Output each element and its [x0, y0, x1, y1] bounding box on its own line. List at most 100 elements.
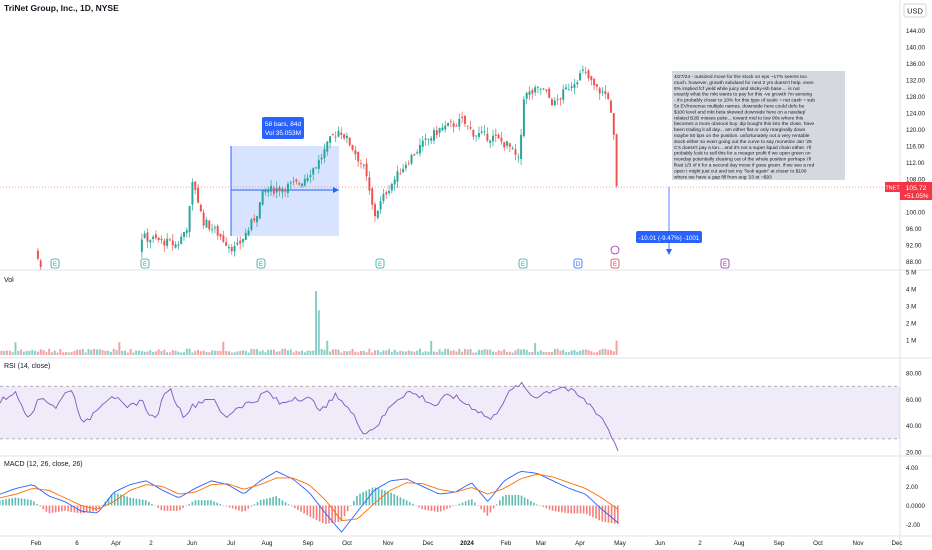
macd-histogram-bar [138, 499, 141, 506]
volume-bar [441, 351, 444, 355]
macd-histogram-bar [486, 505, 489, 516]
volume-bar [584, 349, 587, 355]
note-callout[interactable] [672, 71, 845, 180]
candle-body [163, 240, 166, 246]
macd-histogram-bar [498, 500, 501, 506]
macd-histogram-bar [328, 505, 330, 524]
macd-histogram-bar [238, 505, 240, 511]
candle-body [348, 137, 351, 146]
volume-bar [427, 351, 430, 355]
macd-histogram-bar [483, 505, 486, 513]
note-line: much. however, growth subdued for next 2… [674, 80, 814, 86]
volume-bar [227, 351, 230, 355]
earnings-marker-label: E [723, 262, 727, 268]
volume-bar [168, 352, 171, 355]
volume-bar [188, 348, 191, 355]
macd-histogram-bar [169, 505, 172, 511]
candle-body [323, 149, 326, 159]
volume-bar [371, 352, 374, 355]
note-line: 5x EV/revenue multiple names. downside h… [674, 104, 805, 110]
volume-bar [50, 352, 53, 355]
earnings-marker-icon [518, 258, 528, 269]
macd-histogram-bar [346, 505, 349, 512]
macd-histogram-bar [269, 497, 271, 506]
volume-bar [536, 351, 539, 355]
price-tick: 140.00 [906, 44, 925, 51]
volume-bar [486, 349, 489, 355]
macd-histogram-bar [95, 505, 97, 512]
volume-bar [581, 349, 584, 355]
volume-bar [525, 349, 528, 355]
earnings-marker-icon [140, 258, 150, 269]
candle-body [222, 235, 225, 242]
macd-histogram-bar [520, 495, 523, 506]
note-line: stock either so even going out the curve… [674, 139, 812, 145]
volume-bar [424, 351, 427, 355]
candle-body [404, 164, 407, 169]
macd-histogram-bar [89, 505, 91, 513]
volume-bar [81, 349, 84, 355]
candle-body [154, 234, 157, 239]
candle-body [357, 151, 360, 162]
macd-histogram-bar [250, 505, 253, 507]
note-line: 8% implied fcf yield while juicy and sti… [674, 86, 800, 92]
candle-body [171, 240, 174, 246]
note-line: been trading it all day... am either fla… [674, 127, 806, 133]
macd-histogram-bar [377, 488, 380, 506]
volume-bar [508, 351, 511, 355]
volume-bar [511, 352, 514, 355]
currency-button[interactable] [903, 3, 927, 18]
volume-bar [73, 350, 76, 355]
volume-bar [281, 348, 284, 355]
macd-histogram-bar [244, 505, 246, 512]
macd-histogram-bar [300, 505, 302, 512]
volume-bar [261, 350, 264, 355]
macd-histogram-bar [362, 492, 364, 506]
volume-bar [199, 351, 202, 355]
macd-tick: 4.00 [906, 465, 919, 472]
macd-histogram-bar [402, 498, 405, 506]
candle-body [463, 115, 466, 124]
macd-signal-line [0, 473, 619, 522]
macd-histogram-bar [576, 505, 579, 514]
volume-bar [65, 352, 67, 355]
time-tick: Mar [536, 540, 547, 547]
volume-bar [315, 291, 318, 355]
macd-histogram-bar [613, 505, 616, 524]
earnings-marker-icon [256, 258, 266, 269]
volume-bar [506, 351, 509, 355]
macd-histogram-bar [446, 505, 448, 509]
earnings-marker-icon [50, 258, 60, 269]
candle-body [146, 232, 149, 242]
volume-bar [604, 348, 607, 355]
volume-bar [433, 351, 435, 355]
time-tick: Apr [111, 540, 121, 547]
volume-bar [244, 350, 247, 355]
currency-label: USD [907, 7, 923, 16]
volume-bar [124, 350, 126, 355]
volume-tick: 5 M [906, 270, 916, 277]
macd-histogram-bar [449, 505, 451, 508]
volume-bar [421, 352, 424, 355]
candle-body [379, 201, 382, 210]
candle-body [334, 136, 337, 138]
volume-bar [477, 349, 480, 355]
volume-bar [306, 350, 309, 355]
macd-histogram-bar [197, 500, 200, 506]
price-tick: 116.00 [906, 144, 925, 151]
volume-bar [275, 351, 278, 355]
earnings-marker-icon [573, 258, 583, 269]
volume-bar [463, 348, 466, 355]
candle-body [343, 134, 346, 139]
volume-bar [70, 352, 73, 355]
macd-histogram-bar [539, 505, 541, 506]
volume-bar [483, 349, 486, 355]
macd-histogram-bar [36, 504, 38, 506]
macd-histogram-bar [70, 505, 73, 512]
volume-bar [101, 349, 104, 355]
volume-bar [379, 352, 382, 355]
candle-body [579, 73, 582, 81]
macd-histogram-bar [188, 503, 191, 506]
